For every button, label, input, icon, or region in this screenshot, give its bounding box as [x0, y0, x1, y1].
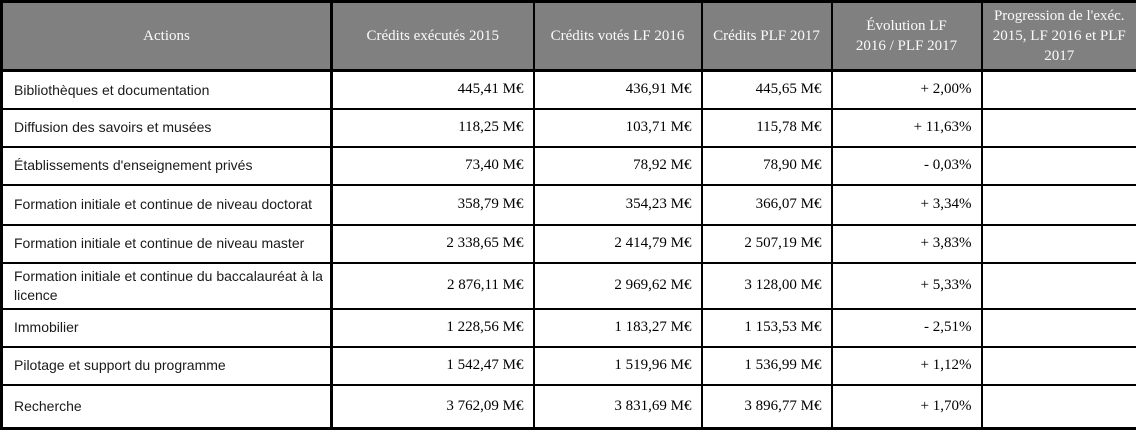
credits-votes-lf-2016-cell: 436,91 M€ — [532, 69, 703, 110]
credits-votes-lf-2016-cell: 2 969,62 M€ — [532, 261, 703, 310]
evolution-cell: + 5,33% — [830, 261, 983, 310]
column-header-credits-votes-lf-2016: Crédits votés LF 2016 — [532, 0, 703, 72]
action-cell: Immobilier — [0, 307, 333, 348]
credits-plf-2017-cell: 3 128,00 M€ — [700, 261, 833, 310]
credits-executes-2015-cell: 1 228,56 M€ — [330, 307, 535, 348]
table-row: Formation initiale et continue de niveau… — [0, 223, 1136, 264]
column-header-credits-executes-2015: Crédits exécutés 2015 — [330, 0, 535, 72]
progression-cell — [980, 307, 1136, 348]
evolution-cell: + 1,70% — [830, 383, 983, 430]
credits-executes-2015-cell: 73,40 M€ — [330, 145, 535, 186]
progression-cell — [980, 183, 1136, 226]
credits-plf-2017-cell: 78,90 M€ — [700, 145, 833, 186]
credits-plf-2017-cell: 115,78 M€ — [700, 107, 833, 148]
progression-cell — [980, 223, 1136, 264]
table-row: Pilotage et support du programme 1 542,4… — [0, 345, 1136, 386]
progression-cell — [980, 107, 1136, 148]
action-cell: Établissements d'enseignement privés — [0, 145, 333, 186]
credits-executes-2015-cell: 118,25 M€ — [330, 107, 535, 148]
column-header-credits-plf-2017: Crédits PLF 2017 — [700, 0, 833, 72]
column-header-progression: Progression de l'exéc. 2015, LF 2016 et … — [980, 0, 1136, 72]
table-row: Établissements d'enseignement privés 73,… — [0, 145, 1136, 186]
evolution-cell: - 0,03% — [830, 145, 983, 186]
credits-votes-lf-2016-cell: 78,92 M€ — [532, 145, 703, 186]
header-row: Actions Crédits exécutés 2015 Crédits vo… — [0, 0, 1136, 72]
credits-executes-2015-cell: 3 762,09 M€ — [330, 383, 535, 430]
progression-cell — [980, 145, 1136, 186]
credits-votes-lf-2016-cell: 103,71 M€ — [532, 107, 703, 148]
column-header-actions: Actions — [0, 0, 333, 72]
credits-plf-2017-cell: 1 536,99 M€ — [700, 345, 833, 386]
action-cell: Formation initiale et continue du baccal… — [0, 261, 333, 310]
action-cell: Bibliothèques et documentation — [0, 69, 333, 110]
credits-plf-2017-cell: 3 896,77 M€ — [700, 383, 833, 430]
credits-executes-2015-cell: 2 338,65 M€ — [330, 223, 535, 264]
credits-plf-2017-cell: 445,65 M€ — [700, 69, 833, 110]
table-row: Recherche 3 762,09 M€ 3 831,69 M€ 3 896,… — [0, 383, 1136, 430]
credits-executes-2015-cell: 358,79 M€ — [330, 183, 535, 226]
credits-votes-lf-2016-cell: 3 831,69 M€ — [532, 383, 703, 430]
table-row: Bibliothèques et documentation 445,41 M€… — [0, 69, 1136, 110]
progression-cell — [980, 261, 1136, 310]
progression-cell — [980, 345, 1136, 386]
credits-votes-lf-2016-cell: 2 414,79 M€ — [532, 223, 703, 264]
action-cell: Formation initiale et continue de niveau… — [0, 223, 333, 264]
action-cell: Recherche — [0, 383, 333, 430]
progression-cell — [980, 383, 1136, 430]
column-header-evolution: Évolution LF 2016 / PLF 2017 — [830, 0, 983, 72]
table-row: Formation initiale et continue de niveau… — [0, 183, 1136, 226]
credits-executes-2015-cell: 445,41 M€ — [330, 69, 535, 110]
evolution-cell: + 2,00% — [830, 69, 983, 110]
credits-plf-2017-cell: 366,07 M€ — [700, 183, 833, 226]
credits-executes-2015-cell: 2 876,11 M€ — [330, 261, 535, 310]
credits-plf-2017-cell: 1 153,53 M€ — [700, 307, 833, 348]
evolution-cell: + 1,12% — [830, 345, 983, 386]
table-row: Formation initiale et continue du baccal… — [0, 261, 1136, 310]
credits-votes-lf-2016-cell: 1 519,96 M€ — [532, 345, 703, 386]
action-cell: Formation initiale et continue de niveau… — [0, 183, 333, 226]
credits-plf-2017-cell: 2 507,19 M€ — [700, 223, 833, 264]
credits-votes-lf-2016-cell: 1 183,27 M€ — [532, 307, 703, 348]
credits-executes-2015-cell: 1 542,47 M€ — [330, 345, 535, 386]
evolution-cell: + 3,83% — [830, 223, 983, 264]
progression-cell — [980, 69, 1136, 110]
table-row: Diffusion des savoirs et musées 118,25 M… — [0, 107, 1136, 148]
evolution-cell: + 11,63% — [830, 107, 983, 148]
action-cell: Diffusion des savoirs et musées — [0, 107, 333, 148]
evolution-cell: + 3,34% — [830, 183, 983, 226]
credits-votes-lf-2016-cell: 354,23 M€ — [532, 183, 703, 226]
action-cell: Pilotage et support du programme — [0, 345, 333, 386]
evolution-cell: - 2,51% — [830, 307, 983, 348]
table-row: Immobilier 1 228,56 M€ 1 183,27 M€ 1 153… — [0, 307, 1136, 348]
